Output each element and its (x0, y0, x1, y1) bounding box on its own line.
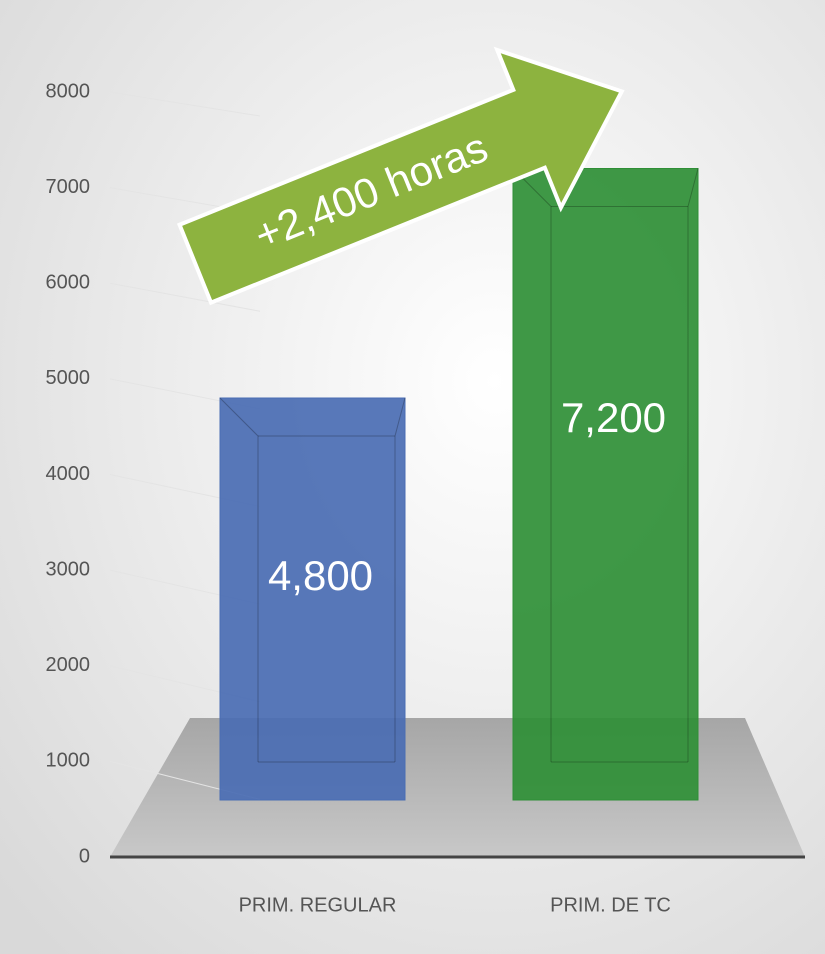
grid-line (109, 282, 261, 312)
y-tick-label: 2000 (46, 654, 91, 676)
bar-edge (394, 397, 406, 437)
x-tick-label: PRIM. REGULAR (239, 894, 397, 916)
value-label: 4,800 (268, 552, 373, 599)
bar-edge (512, 168, 552, 762)
y-tick-label: 3000 (46, 558, 91, 580)
y-tick-label: 1000 (46, 750, 91, 772)
bar-edge (687, 168, 699, 207)
y-tick-label: 6000 (46, 272, 91, 294)
bar (512, 168, 699, 801)
y-tick-label: 0 (79, 845, 90, 867)
plot: 0 1000 2000 3000 4000 5000 6000 7000 8000 4,800 PR… (46, 80, 699, 916)
y-tick-label: 8000 (46, 80, 91, 102)
x-tick-label: PRIM. DE TC (550, 894, 671, 916)
arrow-shape (176, 46, 625, 306)
grid-line (109, 91, 261, 117)
y-tick-label: 5000 (46, 367, 91, 389)
bar-edge (219, 397, 259, 762)
y-tick-label: 4000 (46, 463, 91, 485)
y-tick-label: 7000 (46, 176, 91, 198)
bar (219, 397, 406, 801)
value-label: 7,200 (561, 394, 666, 441)
